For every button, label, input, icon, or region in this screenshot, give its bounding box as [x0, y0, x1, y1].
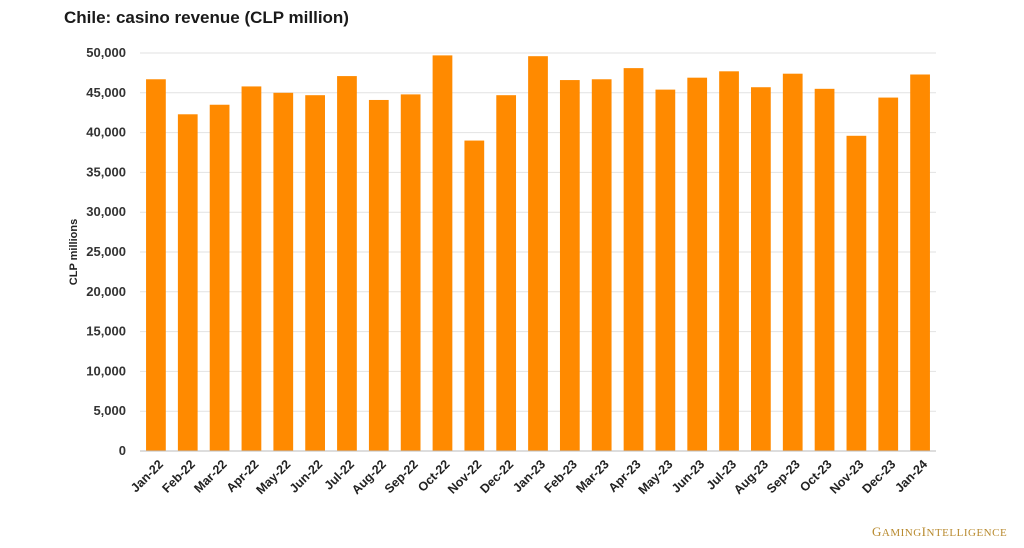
bar-jan-23	[528, 56, 548, 452]
bar-feb-23	[559, 80, 580, 452]
bar-may-23	[655, 89, 676, 451]
x-tick-label: Nov-23	[827, 457, 866, 496]
chart-title: Chile: casino revenue (CLP million)	[64, 8, 349, 27]
bar-dec-22	[496, 95, 517, 452]
x-tick-label: Jan-22	[128, 457, 166, 495]
x-tick-label: Aug-23	[731, 457, 771, 497]
y-tick-label: 35,000	[86, 164, 126, 179]
x-tick-label: Jan-23	[510, 457, 548, 495]
y-tick-label: 15,000	[86, 324, 126, 339]
bar-feb-22	[177, 114, 198, 452]
y-axis-ticks: 0 5,000 10,000 15,000 20,000 25,000 30,000 35,0…	[86, 45, 126, 458]
y-tick-label: 25,000	[86, 244, 126, 259]
bar-sep-23	[782, 73, 803, 452]
x-tick-label: Sep-23	[764, 457, 803, 496]
x-tick-label: Dec-22	[477, 457, 516, 496]
x-tick-label: May-22	[254, 457, 294, 497]
bar-sep-22	[400, 94, 421, 451]
y-tick-label: 45,000	[86, 85, 126, 100]
x-tick-label: Jun-23	[669, 457, 707, 495]
bar-nov-22	[464, 140, 485, 451]
bar-jun-22	[305, 95, 325, 452]
bar-dec-23	[878, 97, 899, 452]
bar-oct-23	[814, 88, 835, 451]
gaming-intelligence-logo: GAMINGINTELLIGENCE	[872, 524, 1008, 539]
x-tick-label: Feb-23	[542, 457, 580, 495]
bar-mar-23	[591, 79, 612, 451]
x-tick-label: Aug-22	[349, 457, 389, 497]
x-tick-label: Jan-24	[892, 457, 930, 495]
y-tick-label: 0	[119, 443, 126, 458]
bar-jul-23	[719, 71, 739, 452]
bar-aug-23	[751, 87, 771, 451]
y-tick-label: 10,000	[86, 363, 126, 378]
x-tick-label: Jun-22	[287, 457, 325, 495]
bar-apr-23	[623, 68, 644, 452]
y-tick-label: 30,000	[86, 204, 126, 219]
bar-nov-23	[846, 135, 867, 451]
y-tick-label: 5,000	[93, 403, 126, 418]
bar-jan-24	[910, 74, 930, 451]
bar-jan-22	[146, 79, 166, 451]
bars	[146, 55, 930, 452]
y-tick-label: 20,000	[86, 284, 126, 299]
bar-aug-22	[368, 99, 389, 452]
bar-may-22	[273, 92, 294, 452]
y-axis-label: CLP millions	[68, 219, 80, 285]
bar-jul-22	[337, 76, 357, 452]
x-tick-label: Mar-23	[573, 457, 611, 495]
x-tick-label: Nov-22	[445, 457, 484, 496]
bar-jun-23	[687, 77, 708, 452]
x-axis-labels: Jan-22Feb-22Mar-22Apr-22May-22Jun-22Jul-…	[128, 457, 930, 497]
y-tick-label: 40,000	[86, 125, 126, 140]
x-tick-label: Mar-22	[191, 457, 229, 495]
x-tick-label: May-23	[636, 457, 676, 497]
y-tick-label: 50,000	[86, 45, 126, 60]
x-tick-label: Dec-23	[859, 457, 898, 496]
bar-mar-22	[209, 104, 230, 452]
x-tick-label: Sep-22	[382, 457, 421, 496]
bar-oct-22	[432, 55, 453, 451]
x-tick-label: Feb-22	[159, 457, 197, 495]
bar-apr-22	[241, 86, 262, 451]
